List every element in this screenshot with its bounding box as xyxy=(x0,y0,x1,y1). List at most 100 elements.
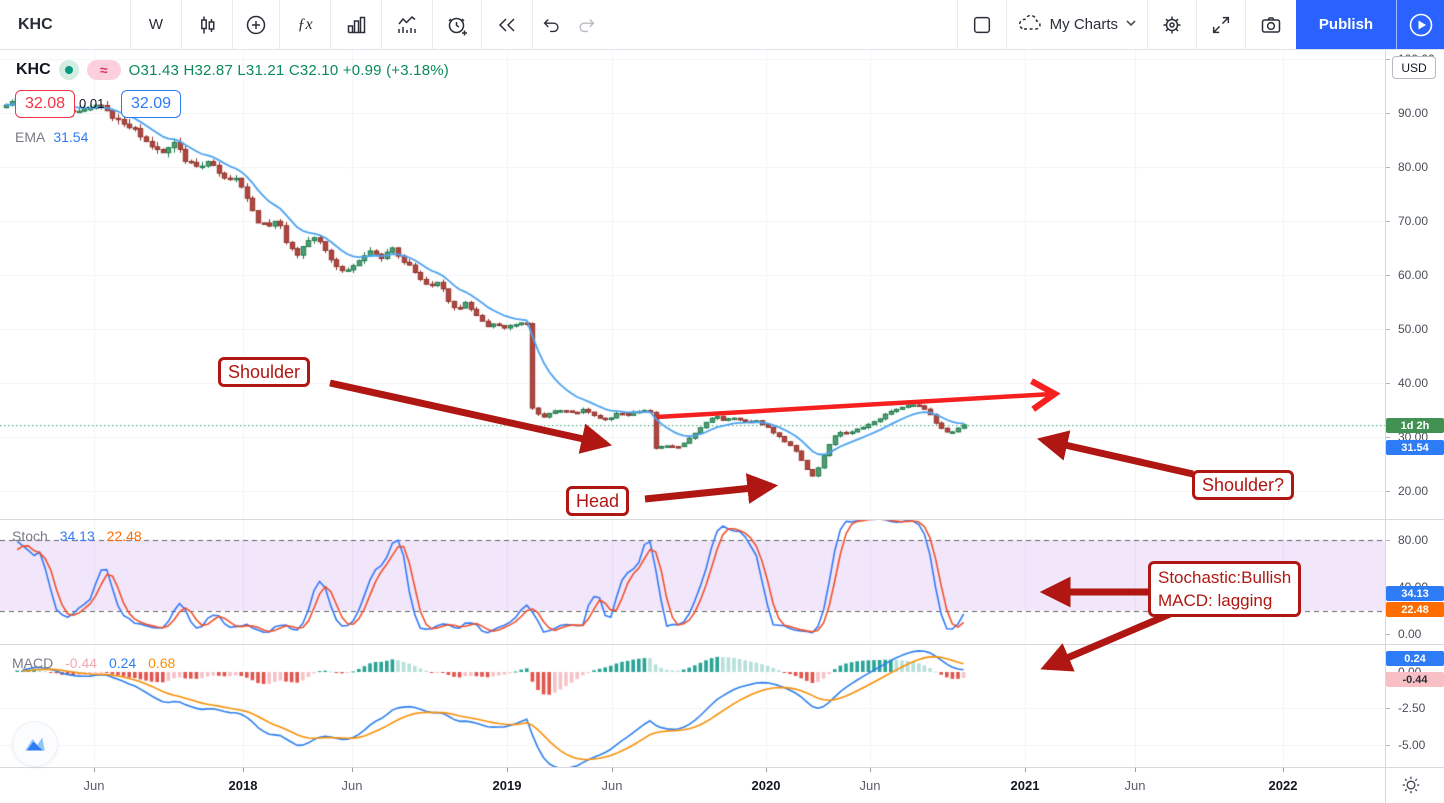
axis-tick xyxy=(1386,491,1390,492)
toolbar-separator xyxy=(1196,0,1197,49)
stoch-tick-label: 0.00 xyxy=(1398,627,1422,641)
macd-tick-label: -5.00 xyxy=(1398,737,1426,752)
price-tick-label: 20.00 xyxy=(1398,484,1429,498)
head-label[interactable]: Head xyxy=(566,486,630,516)
countdown-badge: 1d 2h xyxy=(1386,418,1444,433)
axis-tick xyxy=(1386,540,1390,541)
shoulder-label[interactable]: Shoulder xyxy=(218,357,311,387)
axis-tick xyxy=(1386,167,1390,168)
toolbar-separator xyxy=(432,0,433,49)
currency-button[interactable]: USD xyxy=(1392,56,1436,79)
time-axis-tick xyxy=(352,768,353,772)
candlestick-icon xyxy=(195,13,219,37)
price-chart-canvas[interactable] xyxy=(0,50,1386,767)
legend-symbol[interactable]: KHC xyxy=(16,61,51,78)
alert-button[interactable] xyxy=(433,0,481,49)
spread-value: 0.01 xyxy=(79,96,105,111)
price-tick-label: 50.00 xyxy=(1398,322,1429,336)
toolbar-separator xyxy=(1245,0,1246,49)
axis-tick xyxy=(1386,744,1390,746)
market-status-icon[interactable] xyxy=(58,60,79,80)
price-tick-label: 70.00 xyxy=(1398,214,1429,228)
undo-icon xyxy=(540,14,562,36)
undo-button[interactable] xyxy=(533,0,569,49)
stoch-legend[interactable]: Stoch 34.13 22.48 xyxy=(12,528,142,544)
approx-data-icon[interactable]: ≈ xyxy=(86,60,121,80)
time-axis-tick xyxy=(612,768,613,772)
toolbar-separator xyxy=(330,0,331,49)
time-axis-label: 2020 xyxy=(751,778,781,793)
macd-line-badge: 0.24 xyxy=(1386,651,1444,666)
interval-button[interactable]: W xyxy=(148,16,164,33)
time-axis-label: Jun xyxy=(859,778,881,793)
pane-separator[interactable] xyxy=(0,644,1444,645)
layout-square-icon xyxy=(971,14,993,36)
ohlc-values: O31.43 H32.87 L31.21 C32.10 +0.99 (+3.18… xyxy=(128,61,449,79)
buy-button[interactable]: 32.09 xyxy=(121,90,181,118)
toolbar-separator xyxy=(232,0,233,49)
price-axis-border xyxy=(1385,50,1386,803)
compare-button[interactable] xyxy=(233,0,279,49)
snapshot-button[interactable] xyxy=(1246,0,1296,49)
my-charts-label: My Charts xyxy=(1049,16,1118,33)
ema-value: 31.54 xyxy=(53,129,89,145)
fundamentals-button[interactable] xyxy=(382,0,432,49)
redo-button[interactable] xyxy=(569,0,605,49)
time-axis-label: Jun xyxy=(1124,778,1146,793)
chart-style-button[interactable] xyxy=(182,0,232,49)
stoch-macd-callout[interactable]: Stochastic:Bullish MACD: lagging xyxy=(1148,561,1302,617)
alarm-plus-icon xyxy=(445,13,469,37)
toolbar-separator xyxy=(532,0,533,49)
fullscreen-icon xyxy=(1210,14,1232,36)
sell-button[interactable]: 32.08 xyxy=(15,90,75,118)
right-shoulder-label[interactable]: Shoulder? xyxy=(1192,470,1295,500)
time-axis-label: 2022 xyxy=(1268,778,1298,793)
toolbar-separator xyxy=(1005,0,1007,49)
axis-tick xyxy=(1386,221,1390,222)
tradingview-logo[interactable] xyxy=(12,721,58,767)
toolbar-separator xyxy=(481,0,482,49)
time-axis-label: 2021 xyxy=(1010,778,1040,793)
ema-legend[interactable]: EMA 31.54 xyxy=(15,129,88,145)
ema-label: EMA xyxy=(15,129,46,145)
macd-line-value: 0.24 xyxy=(108,655,137,671)
symbol-button[interactable]: KHC xyxy=(18,15,53,33)
stoch-label: Stoch xyxy=(12,528,48,544)
axis-tick xyxy=(1386,329,1390,330)
fullscreen-button[interactable] xyxy=(1197,0,1245,49)
cloud-icon xyxy=(1017,12,1043,38)
time-axis-tick xyxy=(870,768,871,772)
layout-button[interactable] xyxy=(958,0,1006,49)
callout-line-2: MACD: lagging xyxy=(1158,591,1273,610)
axis-tick xyxy=(1386,59,1390,60)
circle-plus-icon xyxy=(244,13,268,37)
stoch-k-value: 34.13 xyxy=(59,528,95,544)
session-sun-icon[interactable] xyxy=(1398,772,1424,798)
bar-replay-button[interactable] xyxy=(482,0,532,49)
play-circle-icon xyxy=(1408,12,1434,38)
chevron-down-icon xyxy=(1125,16,1137,33)
gear-icon xyxy=(1160,13,1184,37)
publish-button[interactable]: Publish xyxy=(1296,0,1396,49)
toolbar-separator xyxy=(381,0,382,49)
columns-icon xyxy=(344,13,368,37)
templates-button[interactable] xyxy=(331,0,381,49)
indicators-button[interactable]: ƒx xyxy=(297,15,313,33)
redo-icon xyxy=(576,14,598,36)
pane-separator[interactable] xyxy=(0,519,1444,520)
time-axis-label: Jun xyxy=(601,778,623,793)
macd-tick-label: -2.50 xyxy=(1398,701,1426,716)
time-axis-label: 2019 xyxy=(492,778,522,793)
publish-menu-button[interactable] xyxy=(1396,0,1444,49)
time-axis-label: 2018 xyxy=(228,778,258,793)
price-tick-label: 90.00 xyxy=(1398,106,1429,120)
macd-legend[interactable]: MACD -0.44 0.24 0.68 xyxy=(12,655,175,671)
my-charts-button[interactable]: My Charts xyxy=(1007,0,1147,49)
time-axis-tick xyxy=(766,768,767,772)
stoch-d-value: 22.48 xyxy=(106,528,142,544)
settings-button[interactable] xyxy=(1148,0,1196,49)
price-tick-label: 80.00 xyxy=(1398,160,1429,174)
top-toolbar: KHC W ƒx xyxy=(0,0,1444,50)
macd-label: MACD xyxy=(12,655,54,671)
